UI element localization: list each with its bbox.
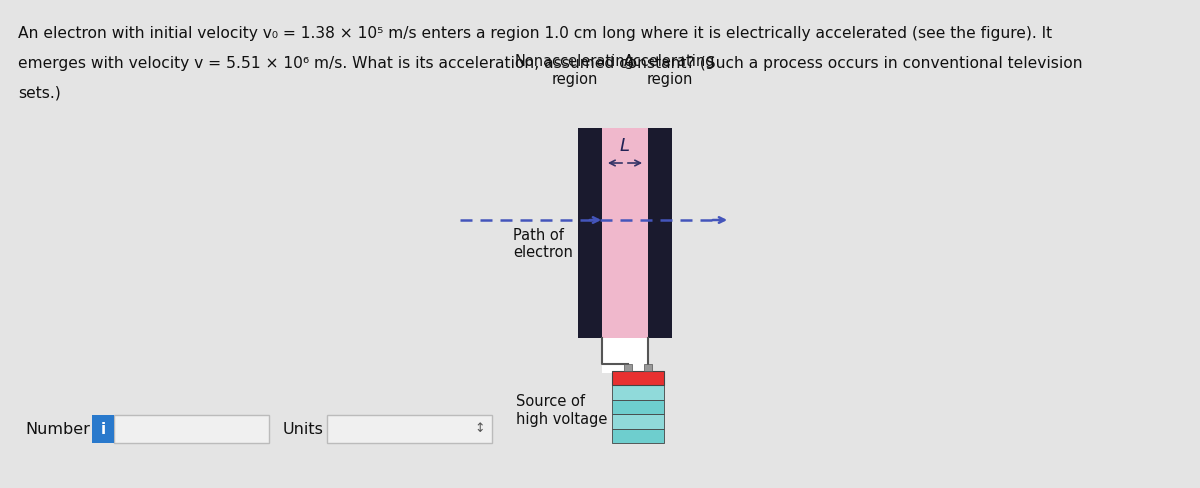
Polygon shape	[624, 364, 632, 371]
Text: L: L	[620, 137, 630, 155]
Polygon shape	[612, 400, 664, 414]
Text: region: region	[647, 72, 694, 87]
Text: Path of
electron: Path of electron	[514, 228, 574, 261]
Polygon shape	[648, 128, 672, 338]
Polygon shape	[602, 128, 648, 338]
Polygon shape	[612, 428, 664, 443]
Text: Accelerating: Accelerating	[624, 54, 715, 69]
Text: sets.): sets.)	[18, 86, 61, 101]
Text: emerges with velocity v = 5.51 × 10⁶ m/s. What is its acceleration, assumed cons: emerges with velocity v = 5.51 × 10⁶ m/s…	[18, 56, 1082, 71]
Polygon shape	[578, 128, 602, 338]
Polygon shape	[612, 385, 664, 400]
Polygon shape	[92, 415, 114, 443]
Text: Source of
high voltage: Source of high voltage	[516, 394, 607, 427]
Polygon shape	[612, 371, 664, 385]
Text: i: i	[101, 422, 106, 436]
Polygon shape	[326, 415, 492, 443]
Text: ↕: ↕	[475, 423, 485, 435]
Polygon shape	[612, 414, 664, 428]
Polygon shape	[602, 338, 648, 373]
Text: Number: Number	[25, 422, 90, 436]
Polygon shape	[114, 415, 269, 443]
Text: Units: Units	[283, 422, 324, 436]
Text: An electron with initial velocity v₀ = 1.38 × 10⁵ m/s enters a region 1.0 cm lon: An electron with initial velocity v₀ = 1…	[18, 26, 1052, 41]
Text: region: region	[552, 72, 598, 87]
Polygon shape	[644, 364, 652, 371]
Text: Nonaccelerating: Nonaccelerating	[515, 54, 635, 69]
